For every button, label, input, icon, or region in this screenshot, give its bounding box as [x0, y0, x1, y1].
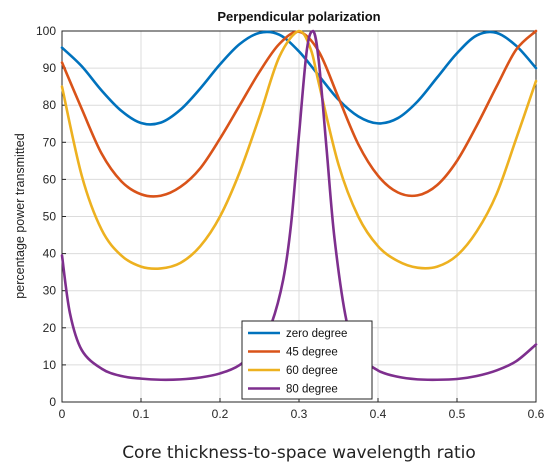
y-tick-label: 90 [43, 61, 57, 75]
y-tick-label: 80 [43, 98, 57, 112]
series-line-1 [60, 30, 538, 126]
y-tick-label: 70 [43, 135, 57, 149]
x-axis-label: Core thickness-to-space wavelength ratio [122, 443, 476, 463]
y-tick-label: 20 [43, 321, 57, 335]
x-tick-label: 0.2 [212, 407, 229, 421]
legend-label-1: zero degree [286, 328, 347, 340]
y-tick-label: 0 [49, 395, 56, 409]
x-tick-label: 0 [59, 407, 66, 421]
chart-title: Perpendicular polarization [217, 9, 380, 24]
y-tick-label: 50 [43, 210, 57, 224]
x-tick-label: 0.3 [291, 407, 308, 421]
x-tick-label: 0.6 [528, 407, 545, 421]
legend-label-4: 80 degree [286, 384, 338, 396]
series-lines [60, 29, 538, 382]
y-tick-label: 100 [36, 24, 56, 38]
y-tick-label: 40 [43, 247, 57, 261]
legend-items: zero degree 45 degree 60 degree 80 degree [248, 328, 347, 396]
y-tick-label: 30 [43, 284, 57, 298]
y-tick-label: 10 [43, 358, 57, 372]
axis-ticks: 0 0.1 0.2 0.3 0.4 0.5 0.6 0 10 20 30 40 50 60 70 80 90 10… [36, 24, 545, 421]
grid-lines [62, 31, 536, 402]
series-line-4 [60, 29, 538, 382]
x-tick-label: 0.1 [133, 407, 150, 421]
series-line-3 [60, 29, 538, 271]
legend-label-2: 45 degree [286, 347, 338, 359]
y-tick-label: 60 [43, 172, 57, 186]
x-tick-label: 0.5 [449, 407, 466, 421]
x-tick-label: 0.4 [370, 407, 387, 421]
legend-label-3: 60 degree [286, 365, 338, 377]
y-axis-label: percentage power transmitted [13, 133, 27, 298]
legend: zero degree 45 degree 60 degree 80 degree [241, 320, 373, 400]
